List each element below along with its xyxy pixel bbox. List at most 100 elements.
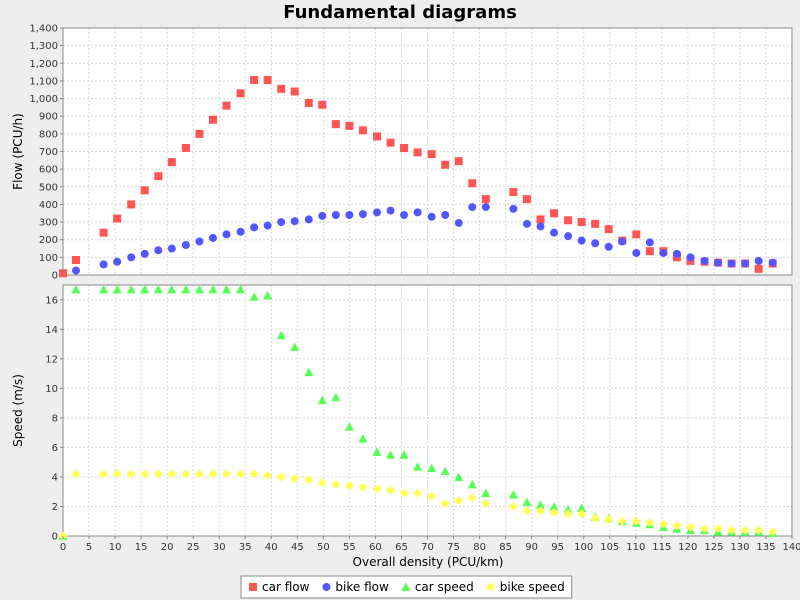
- bike-speed-point: [358, 482, 368, 492]
- bike-speed-point: [727, 525, 737, 535]
- bike-speed-point: [386, 485, 396, 495]
- legend-item-bike-flow: bike flow: [322, 580, 389, 594]
- x-tick-label: 135: [756, 542, 775, 553]
- bike-flow-point: [618, 237, 627, 246]
- bike-speed-point: [413, 488, 423, 498]
- y-tick-label: 2: [52, 502, 58, 513]
- x-tick-label: 10: [109, 542, 122, 553]
- car-speed-point: [331, 392, 341, 402]
- y-tick-label: 8: [52, 413, 58, 424]
- car-speed-point: [344, 422, 354, 431]
- bike-speed-point: [700, 524, 710, 534]
- car-flow-point: [632, 230, 641, 239]
- x-tick-label: 60: [369, 542, 382, 553]
- x-tick-label: 110: [626, 542, 645, 553]
- chart-title: Fundamental diagrams: [283, 2, 517, 23]
- bike-flow-point: [358, 210, 367, 219]
- car-speed-point: [181, 284, 191, 294]
- bike-flow-point: [413, 208, 422, 217]
- flow-panel: 0 100 200 300 400 500 600 700 800 900 1,000 1,100 1,…: [11, 24, 793, 282]
- x-tick-label: 55: [343, 542, 356, 553]
- car-speed-point: [563, 504, 573, 514]
- car-flow-point: [304, 98, 313, 107]
- bike-flow-point: [427, 212, 436, 221]
- gridlines: [62, 285, 793, 537]
- bike-flow-point: [714, 258, 723, 267]
- legend-label-bike-speed: bike speed: [500, 580, 565, 594]
- x-tick-label: 125: [704, 542, 723, 553]
- car-flow-point: [331, 120, 340, 129]
- bike-flow-point: [645, 238, 654, 247]
- bike-speed-point: [754, 525, 764, 535]
- legend-label-car-flow: car flow: [262, 580, 310, 594]
- bike-flow-point: [604, 242, 613, 251]
- y-tick-label: 14: [45, 325, 58, 336]
- legend-label-car-speed: car speed: [415, 580, 474, 594]
- bike-speed-point: [427, 491, 437, 501]
- bike-speed-point: [454, 496, 464, 506]
- car-speed-point: [372, 447, 382, 456]
- car-flow-point: [167, 158, 176, 167]
- car-flow-point: [181, 143, 190, 152]
- y-tick-label: 1,400: [29, 24, 58, 35]
- x-tick-label: 20: [161, 542, 174, 553]
- car-flow-point: [195, 129, 204, 138]
- x-tick-label: 5: [86, 542, 92, 553]
- bike-speed-point: [658, 519, 668, 529]
- bike-flow-point: [550, 228, 559, 237]
- car-speed-point: [99, 284, 109, 294]
- bike-flow-point: [632, 248, 641, 257]
- y-tick-label: 700: [39, 147, 58, 158]
- car-speed-point: [535, 500, 545, 509]
- car-speed-point: [440, 466, 450, 476]
- bike-speed-point: [236, 469, 246, 479]
- bike-speed-point: [222, 469, 232, 479]
- car-speed-point: [508, 490, 518, 499]
- car-speed-point: [194, 284, 204, 294]
- bike-speed-point: [522, 506, 532, 516]
- car-speed-point: [413, 462, 423, 471]
- y-tick-label: 400: [39, 200, 58, 211]
- car-speed-point: [167, 284, 177, 294]
- car-flow-point: [154, 172, 163, 181]
- bike-flow-point: [672, 249, 681, 258]
- x-tick-label: 105: [600, 542, 619, 553]
- car-speed-point: [71, 284, 81, 294]
- x-tick-label: 140: [782, 542, 800, 553]
- x-tick-label: 120: [678, 542, 697, 553]
- y-tick-label: 900: [39, 112, 58, 123]
- y-axis-title: Flow (PCU/h): [11, 113, 25, 190]
- x-tick-label: 95: [551, 542, 564, 553]
- bike-flow-point: [441, 211, 450, 220]
- x-tick-label: 100: [574, 542, 593, 553]
- legend-marker-car-speed: [401, 582, 411, 591]
- legend-label-bike-flow: bike flow: [335, 580, 389, 594]
- car-speed-point: [249, 292, 259, 301]
- bike-speed-point: [167, 469, 177, 479]
- bike-speed-point: [467, 493, 477, 503]
- bike-flow-point: [236, 227, 245, 236]
- x-tick-label: 70: [421, 542, 434, 553]
- bike-speed-point: [713, 524, 723, 534]
- car-flow-point: [441, 160, 450, 169]
- bike-speed-point: [99, 469, 109, 479]
- bike-speed-point: [249, 469, 259, 479]
- bike-flow-point: [372, 208, 381, 217]
- car-flow-point: [454, 157, 463, 166]
- bike-flow-point: [181, 241, 190, 250]
- car-speed-point: [290, 342, 300, 352]
- x-tick-label: 130: [730, 542, 749, 553]
- car-speed-point: [386, 450, 396, 459]
- car-speed-point: [317, 395, 327, 405]
- y-tick-label: 0: [52, 271, 58, 282]
- bike-speed-point: [126, 469, 136, 479]
- car-flow-point: [208, 115, 217, 124]
- x-tick-label: 35: [239, 542, 252, 553]
- x-axis: 0 5 10 15 20 25 30 35 40 45 50 55 60 65 70 75 80 85 90 95 10…: [60, 536, 800, 553]
- bike-speed-point: [181, 469, 191, 479]
- bike-speed-point: [263, 470, 273, 480]
- car-flow-point: [277, 84, 286, 93]
- legend-item-car-flow: car flow: [249, 580, 310, 594]
- bike-speed-point: [604, 515, 614, 525]
- car-flow-point: [59, 269, 67, 278]
